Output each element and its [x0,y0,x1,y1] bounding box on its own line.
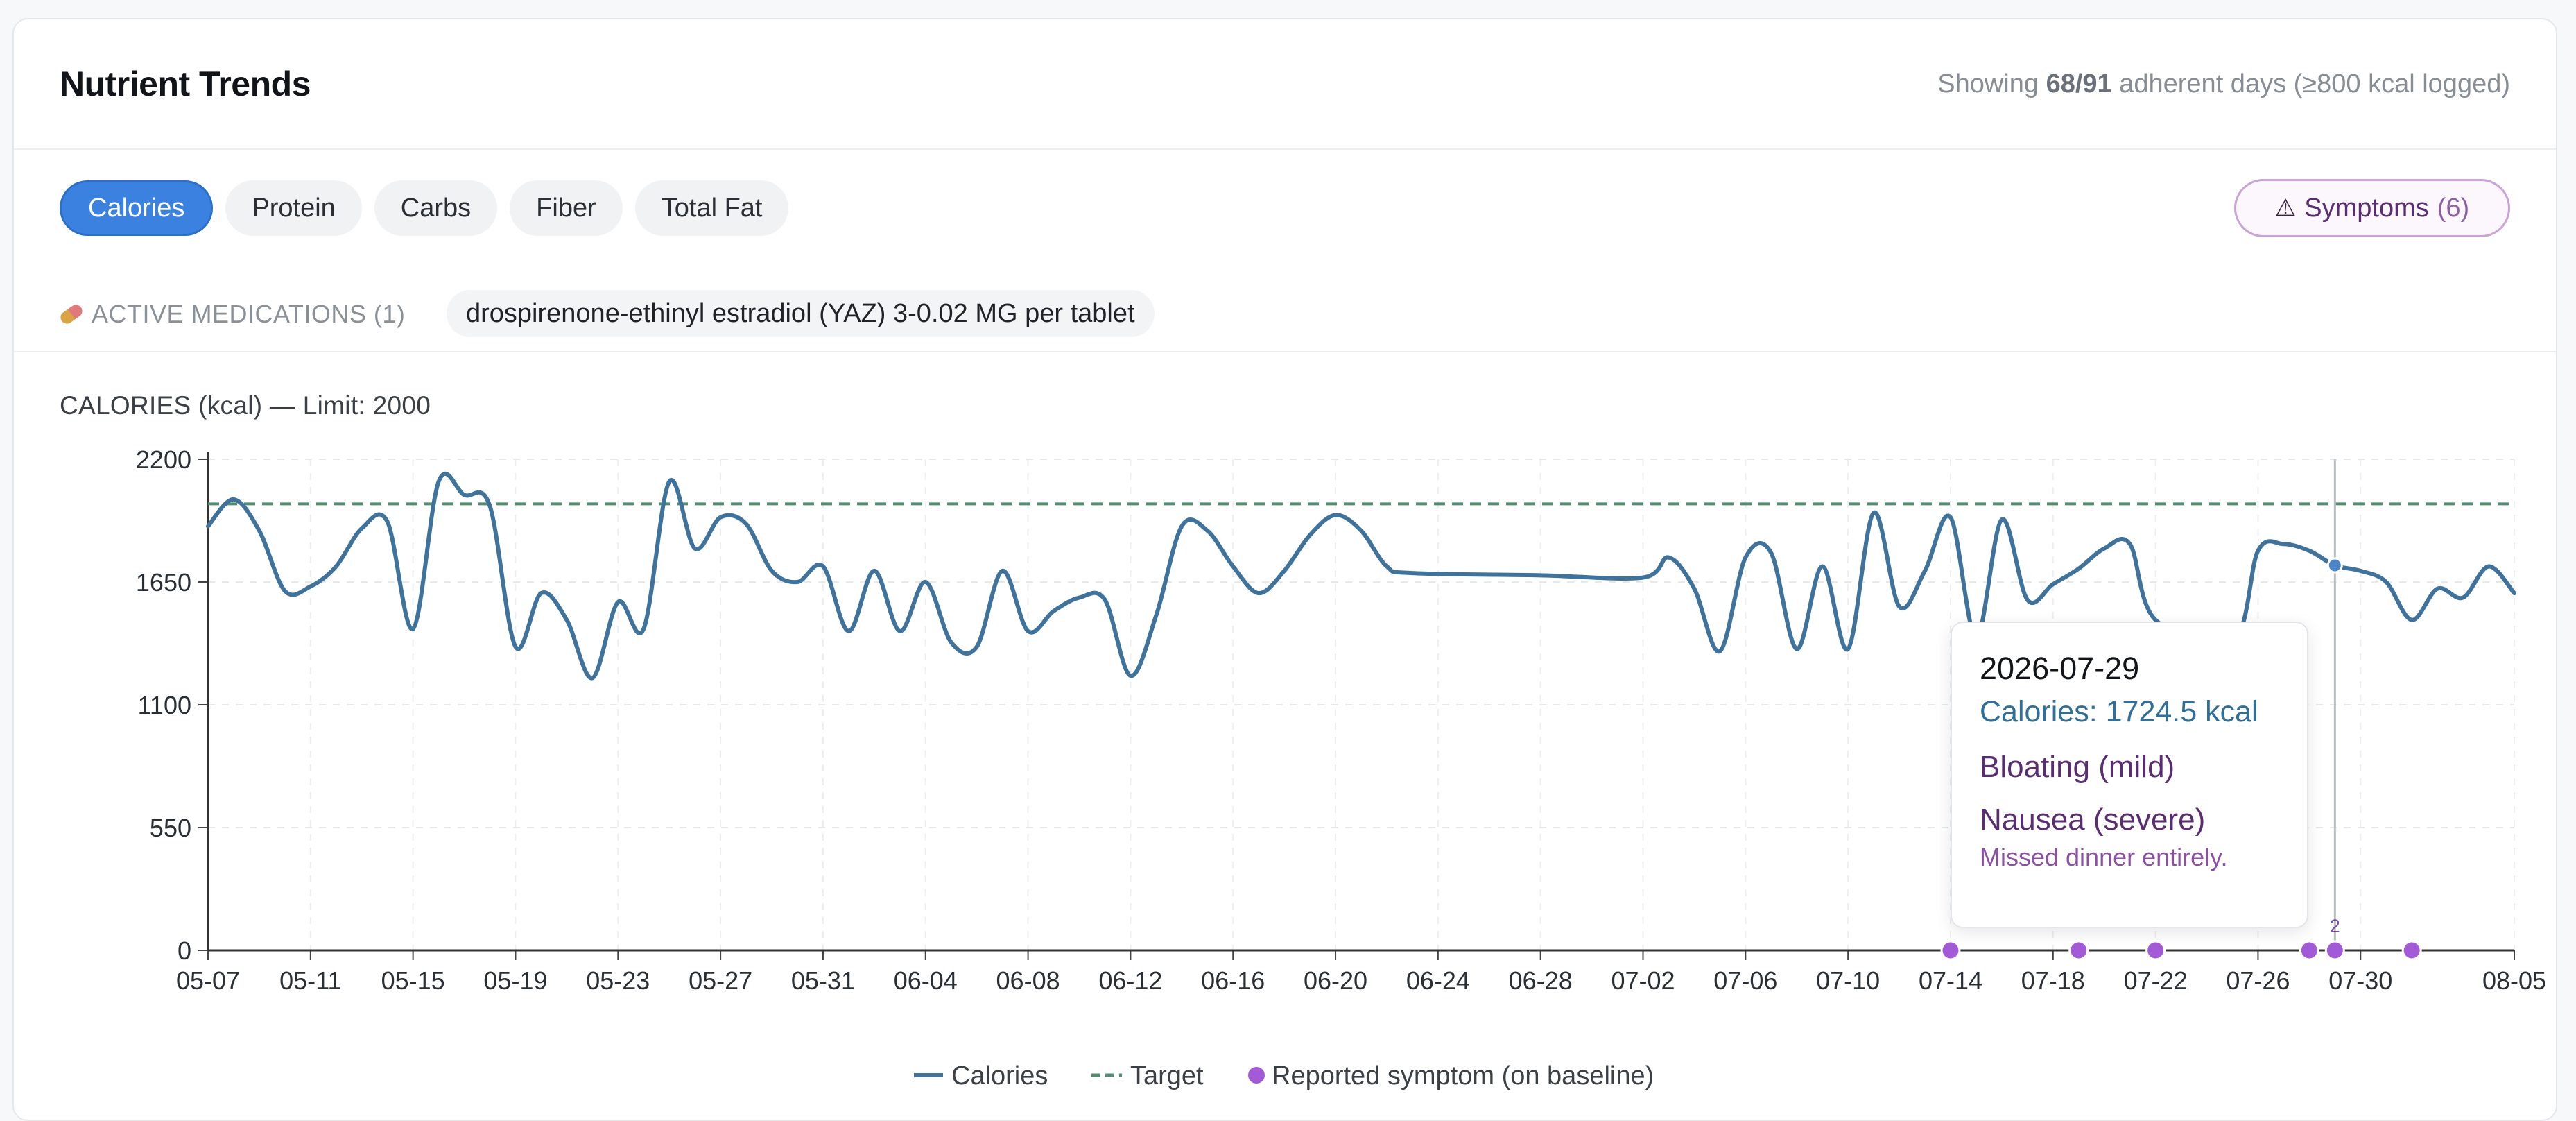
x-tick-label: 07-06 [1713,966,1777,995]
series-layer [206,459,2516,950]
y-tick-label: 550 [150,814,191,842]
x-tick-label: 07-18 [2021,966,2085,995]
nutrient-tabs: Calories Protein Carbs Fiber Total Fat [60,180,789,236]
chart-title: CALORIES (kcal) — Limit: 2000 [60,391,431,420]
tooltip-symptom: Nausea (severe) [1980,803,2206,837]
x-tick-label: 07-22 [2124,966,2188,995]
symptom-marker [2324,940,2345,961]
x-tick-label: 06-04 [894,966,958,995]
nutrient-trends-card: Nutrient Trends Showing 68/91 adherent d… [12,18,2557,1121]
y-tick-label: 0 [178,936,191,965]
symptoms-button-label: Symptoms [2304,193,2429,223]
highlighted-point [2326,557,2343,574]
x-tick-label: 05-15 [381,966,445,995]
adherence-count: 68/91 [2046,69,2112,99]
x-tick-label: 07-14 [1919,966,1982,995]
x-tick-label: 06-28 [1509,966,1573,995]
symptoms-button[interactable]: ⚠ Symptoms (6) [2234,179,2510,237]
symptom-marker-layer: 2 [1940,916,2422,961]
active-medications-label: ACTIVE MEDICATIONS (1) [58,300,406,329]
card-header: Nutrient Trends Showing 68/91 adherent d… [14,19,2556,150]
x-tick-label: 05-31 [791,966,855,995]
tab-protein[interactable]: Protein [225,180,362,236]
x-tick-label: 06-08 [996,966,1060,995]
adherence-suffix: adherent days (≥800 kcal logged) [2119,69,2510,99]
chart-axes: 0 550 1100 1650 2200 05-07 05-11 05-15 05-19 05-2… [136,445,2546,995]
x-tick-label: 05-07 [176,966,240,995]
y-tick-label: 1650 [136,568,191,597]
symptom-marker [2401,940,2422,961]
y-tick-label: 1100 [138,691,191,719]
chart-tooltip: 2026-07-29 Calories: 1724.5 kcal Bloatin… [1951,622,2308,928]
warning-icon: ⚠ [2274,195,2297,221]
medication-chip[interactable]: drospirenone-ethinyl estradiol (YAZ) 3-0… [447,290,1155,337]
page-title: Nutrient Trends [60,65,311,103]
x-tick-label: 06-12 [1098,966,1162,995]
tab-carbs[interactable]: Carbs [374,180,498,236]
adherence-prefix: Showing [1937,69,2039,99]
legend-calories-label: Calories [951,1061,1048,1090]
tooltip-date: 2026-07-29 [1980,651,2140,686]
x-tick-label: 06-24 [1406,966,1470,995]
symptoms-count: (6) [2437,193,2470,223]
x-tick-label: 07-02 [1611,966,1675,995]
chart-legend: Calories Target Reported symptom (on basel… [914,1061,1654,1090]
symptom-marker [2299,940,2319,961]
tooltip-symptom: Bloating (mild) [1980,750,2175,784]
x-tick-label: 05-23 [586,966,650,995]
symptom-marker [2068,940,2089,961]
adherence-summary: Showing 68/91 adherent days (≥800 kcal l… [1937,69,2510,99]
x-tick-label: 07-26 [2226,966,2290,995]
x-tick-label: 06-20 [1304,966,1367,995]
legend-symptom-swatch [1248,1067,1265,1084]
symptom-marker [1940,940,1961,961]
tooltip-calories: Calories: 1724.5 kcal [1980,695,2258,728]
symptom-count-label: 2 [2330,916,2340,936]
x-tick-label: 05-11 [279,966,341,995]
x-tick-label: 05-27 [689,966,752,995]
x-tick-label: 06-16 [1201,966,1265,995]
tab-calories[interactable]: Calories [60,180,214,236]
x-tick-label: 05-19 [483,966,547,995]
legend-target-label: Target [1130,1061,1204,1090]
active-medications-row: ACTIVE MEDICATIONS (1) drospirenone-ethi… [14,269,2556,352]
tooltip-note: Missed dinner entirely. [1980,843,2228,871]
x-tick-label: 07-10 [1816,966,1880,995]
calories-series-line [206,472,2516,681]
legend-symptom-label: Reported symptom (on baseline) [1272,1061,1654,1090]
y-tick-label: 2200 [136,445,191,474]
tab-fiber[interactable]: Fiber [510,180,623,236]
tab-total-fat[interactable]: Total Fat [634,180,789,236]
x-tick-label: 07-30 [2328,966,2392,995]
x-tick-label: 08-05 [2482,966,2546,995]
active-medications-title: ACTIVE MEDICATIONS (1) [92,300,406,328]
symptom-marker [2145,940,2166,961]
calories-chart: 0 550 1100 1650 2200 05-07 05-11 05-15 05-19 05-2… [136,445,2546,1090]
